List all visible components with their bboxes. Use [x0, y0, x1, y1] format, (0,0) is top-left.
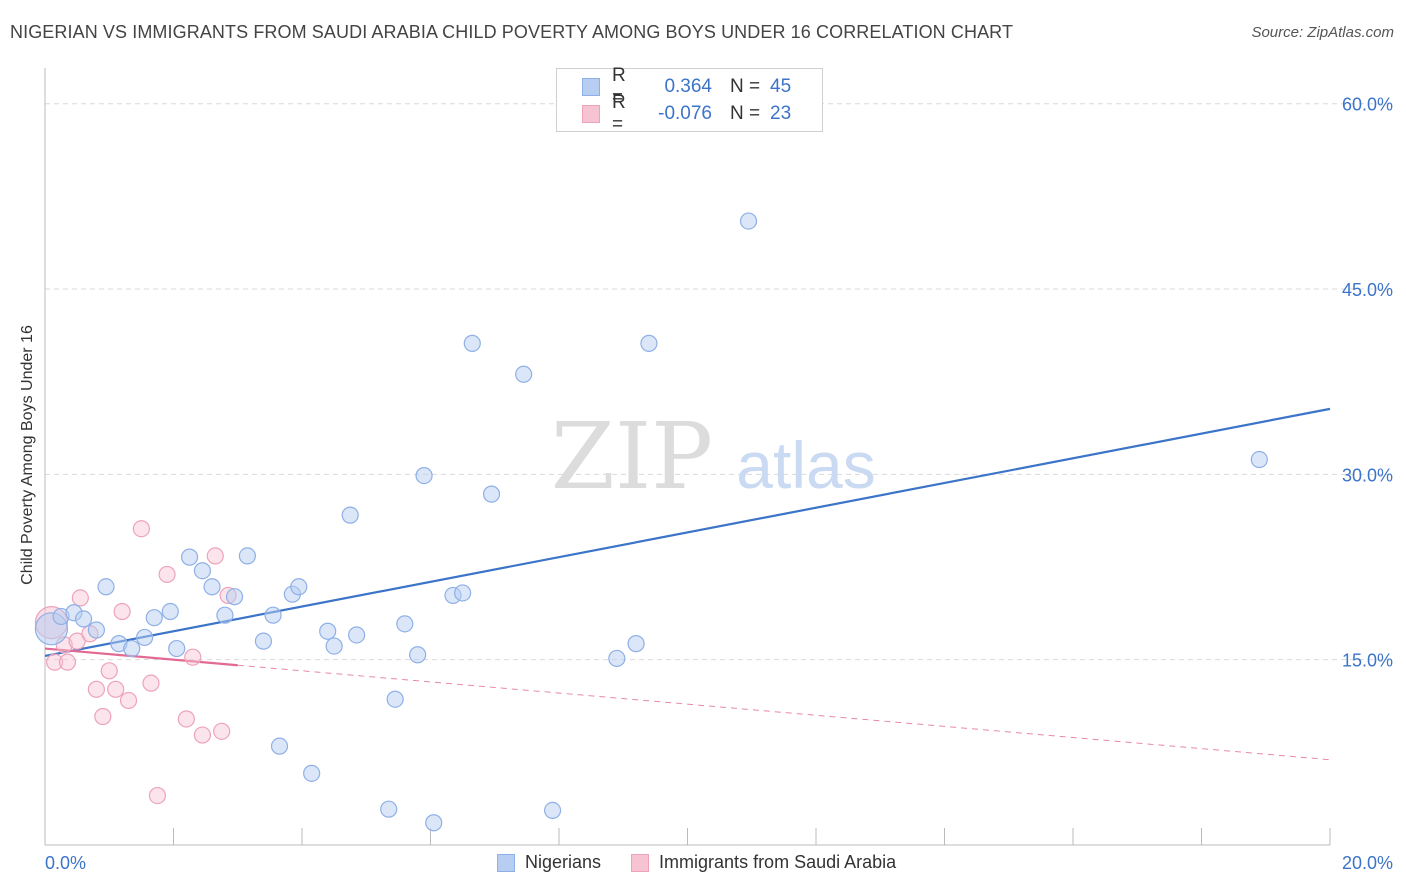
point-nigerian	[415, 466, 433, 485]
point-saudi	[132, 520, 150, 538]
point-nigerian	[325, 637, 343, 655]
point-nigerian	[145, 609, 163, 627]
point-saudi	[177, 710, 195, 728]
point-nigerian	[238, 547, 256, 565]
point-saudi	[184, 648, 202, 666]
point-saudi	[71, 589, 89, 607]
point-nigerian	[627, 635, 645, 653]
r-label: R =	[612, 65, 626, 108]
point-nigerian	[380, 800, 398, 818]
r-value: 0.364	[664, 76, 712, 97]
gridlines	[45, 103, 1394, 661]
point-nigerian	[225, 588, 244, 606]
x-tick-label: 0.0%	[45, 853, 86, 873]
trend-lines	[44, 407, 1331, 761]
point-nigerian	[409, 646, 427, 664]
point-nigerian	[348, 626, 366, 644]
point-nigerian	[454, 584, 472, 602]
watermark: ZIP atlas	[551, 403, 876, 510]
point-nigerian	[290, 578, 308, 596]
y-tick-label: 15.0%	[1342, 651, 1393, 671]
point-nigerian	[425, 814, 443, 832]
point-nigerian	[341, 506, 359, 524]
watermark-zip: ZIP	[551, 403, 713, 510]
x-tick-label: 20.0%	[1342, 853, 1393, 873]
legend-label-nigerians: Nigerians	[525, 852, 602, 872]
trend-line-saudi-dashed	[237, 664, 1331, 761]
point-nigerian	[739, 212, 758, 230]
point-nigerian	[303, 764, 321, 782]
point-nigerian	[640, 334, 658, 352]
n-value: 23	[770, 103, 792, 124]
r-label: R =	[612, 92, 626, 135]
legend-swatch-blue	[582, 78, 600, 96]
point-nigerian	[203, 578, 221, 596]
legend-item-nigerians: Nigerians	[497, 852, 601, 873]
legend-swatch-pink	[631, 853, 650, 872]
point-nigerian	[270, 737, 289, 755]
point-saudi	[100, 662, 118, 680]
source-credit: Source: ZipAtlas.com	[1251, 24, 1394, 41]
point-saudi	[107, 680, 125, 698]
legend-item-saudi: Immigrants from Saudi Arabia	[631, 852, 896, 873]
trend-line-nigerians	[44, 407, 1331, 658]
series-legend: Nigerians Immigrants from Saudi Arabia	[497, 852, 926, 873]
point-saudi	[87, 680, 106, 698]
tick-labels: 15.0% 30.0% 45.0% 60.0% 0.0% 20.0%	[45, 95, 1393, 873]
point-nigerian	[608, 649, 626, 668]
point-nigerian	[216, 606, 234, 624]
point-saudi	[113, 602, 131, 621]
n-label: N =	[730, 103, 761, 124]
point-nigerian	[87, 621, 106, 639]
point-saudi	[142, 674, 160, 692]
point-saudi	[148, 786, 167, 805]
point-nigerian	[180, 548, 199, 566]
point-nigerian	[319, 622, 337, 640]
point-saudi	[46, 653, 64, 671]
point-nigerian	[386, 690, 404, 708]
point-nigerian	[482, 485, 501, 503]
point-nigerian	[74, 610, 93, 628]
point-saudi	[119, 691, 138, 710]
point-nigerian	[1250, 450, 1268, 469]
point-saudi	[193, 726, 212, 744]
point-nigerian	[193, 562, 212, 580]
point-nigerian	[396, 615, 414, 633]
point-nigerian	[463, 334, 481, 352]
point-saudi	[213, 722, 231, 740]
stats-legend: R = 0.364 N = 45 R = -0.076 N = 23	[556, 65, 823, 135]
trend-line-saudi	[44, 647, 238, 667]
point-nigerian	[168, 639, 186, 658]
legend-swatch-blue	[497, 853, 515, 872]
point-saudi	[58, 653, 77, 671]
point-nigerian	[123, 639, 141, 658]
point-nigerian	[254, 632, 273, 650]
chart-title: NIGERIAN VS IMMIGRANTS FROM SAUDI ARABIA…	[10, 22, 1014, 42]
legend-label-saudi: Immigrants from Saudi Arabia	[659, 852, 897, 872]
point-nigerian	[515, 365, 533, 383]
point-saudi	[158, 565, 176, 584]
point-nigerian	[135, 628, 154, 647]
scatter-points	[34, 212, 1268, 832]
legend-swatch-pink	[582, 105, 600, 123]
y-axis-label: Child Poverty Among Boys Under 16	[19, 325, 36, 585]
y-tick-label: 30.0%	[1342, 465, 1393, 485]
n-label: N =	[730, 76, 761, 97]
watermark-atlas: atlas	[736, 428, 875, 502]
point-saudi	[206, 547, 224, 565]
point-nigerian	[161, 602, 179, 621]
n-value: 45	[770, 76, 792, 97]
point-saudi	[68, 632, 86, 650]
point-nigerian	[264, 606, 282, 624]
point-saudi	[94, 707, 112, 726]
axes	[44, 68, 1331, 846]
y-tick-label: 60.0%	[1342, 95, 1393, 115]
point-nigerian	[97, 578, 115, 596]
legend-row-saudi: R = -0.076 N = 23	[582, 92, 792, 135]
legend-row-nigerians: R = 0.364 N = 45	[582, 65, 792, 108]
r-value: -0.076	[658, 103, 712, 124]
y-tick-label: 45.0%	[1342, 280, 1393, 300]
point-nigerian	[543, 801, 562, 820]
